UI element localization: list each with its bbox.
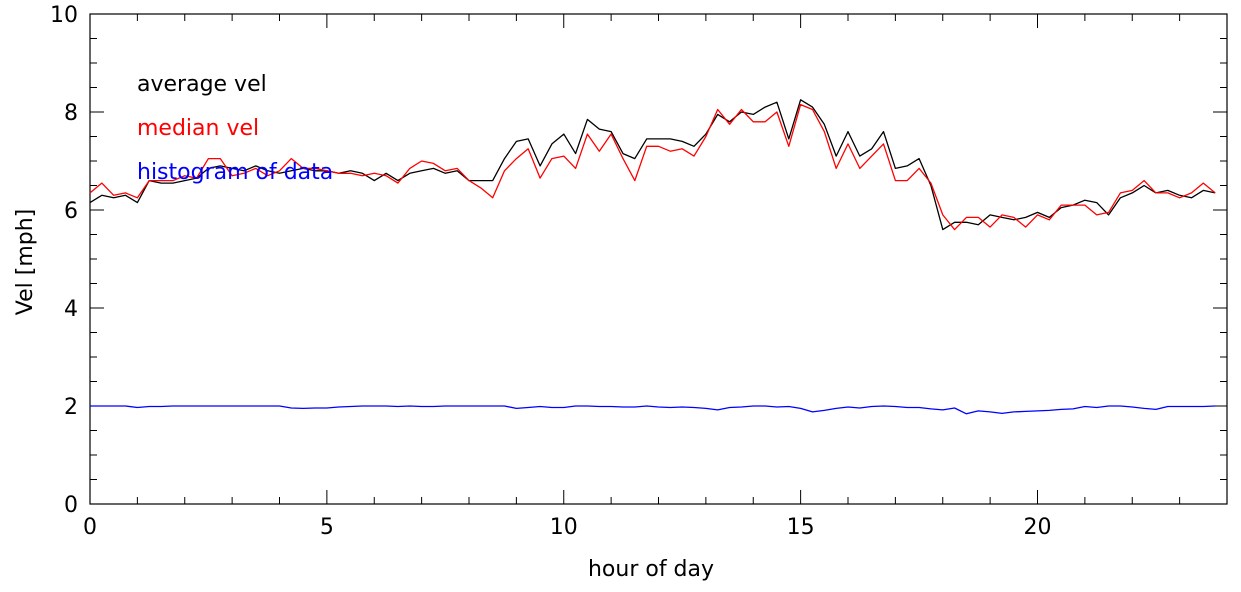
- y-axis-title: Vel [mph]: [13, 209, 38, 316]
- y-tick-label: 0: [64, 493, 78, 518]
- series-line-0: [89, 99, 1216, 231]
- y-tick-label: 6: [64, 199, 78, 224]
- x-tick-label: 15: [787, 515, 815, 540]
- x-tick-label: 20: [1024, 515, 1052, 540]
- y-tick-label: 8: [64, 101, 78, 126]
- legend-entry: median vel: [137, 116, 259, 141]
- series-line-1: [89, 103, 1216, 231]
- x-tick-label: 10: [550, 515, 578, 540]
- series-line-2: [90, 405, 1216, 415]
- y-tick-label: 2: [64, 395, 78, 420]
- legend-entry: average vel: [137, 72, 267, 97]
- x-tick-label: 5: [320, 515, 334, 540]
- tick-labels: 0 5 10 15 20 0 2 4 6 8 10: [50, 3, 1052, 540]
- y-tick-label: 10: [50, 3, 78, 28]
- legend-entry: histogram of data: [137, 160, 333, 185]
- y-tick-label: 4: [64, 297, 78, 322]
- x-tick-label: 0: [83, 515, 97, 540]
- x-axis-title: hour of day: [588, 557, 714, 582]
- legend: average vel median vel histogram of data: [137, 72, 333, 185]
- series-lines: [89, 99, 1216, 415]
